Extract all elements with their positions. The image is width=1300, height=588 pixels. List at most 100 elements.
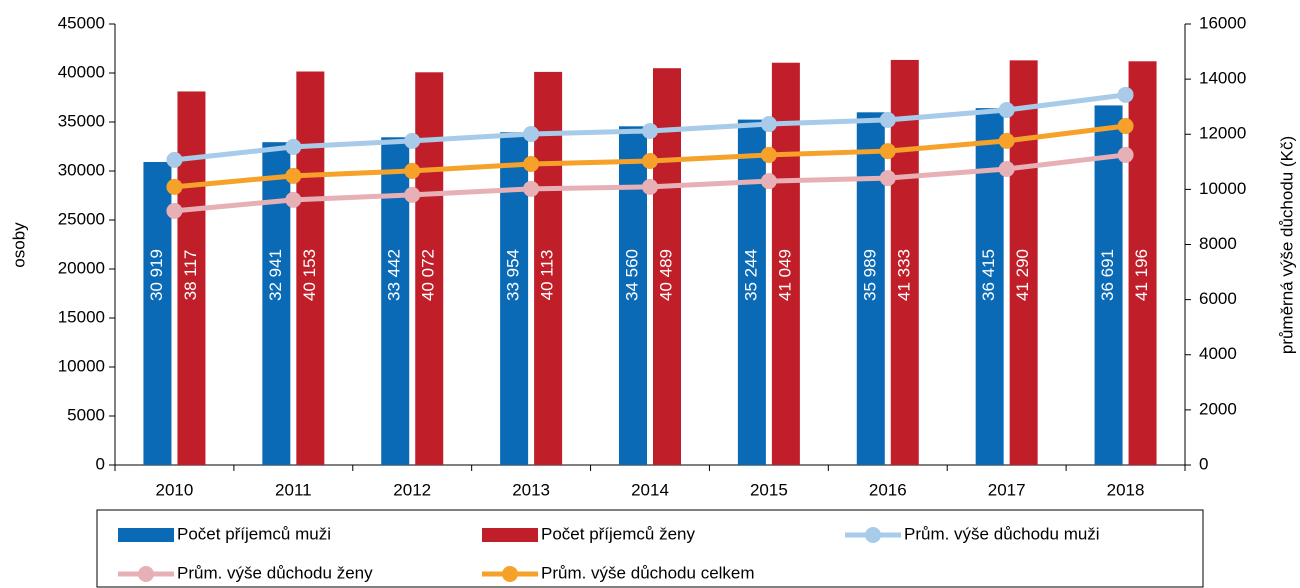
bar-value-label: 30 919 xyxy=(147,249,166,301)
y-tick-label: 45000 xyxy=(58,13,105,32)
bar xyxy=(381,137,410,465)
line-marker xyxy=(642,178,658,195)
y-tick-label: 30000 xyxy=(58,160,105,179)
y-axis-title: osoby xyxy=(9,222,28,268)
line-marker xyxy=(760,173,777,190)
line-marker xyxy=(523,180,540,197)
bar-value-label: 35 244 xyxy=(741,249,760,301)
bar-value-label: 40 153 xyxy=(300,249,319,301)
legend-label: Počet příjemců ženy xyxy=(541,524,696,543)
legend-label: Prům. výše důchodu muži xyxy=(904,524,1100,543)
line-marker xyxy=(642,122,658,139)
line-marker xyxy=(1117,86,1134,103)
x-tick-label: 2013 xyxy=(512,480,550,499)
y2-tick-label: 16000 xyxy=(1199,13,1246,32)
line-marker xyxy=(523,156,540,173)
x-tick-label: 2017 xyxy=(988,480,1026,499)
y-tick-label: 15000 xyxy=(58,307,105,326)
line-marker xyxy=(404,186,421,203)
line-marker xyxy=(166,202,183,219)
y-tick-label: 20000 xyxy=(58,258,105,277)
bar-value-label: 41 333 xyxy=(894,249,913,301)
y-tick-label: 10000 xyxy=(58,356,105,375)
y-tick-label: 5000 xyxy=(67,405,105,424)
bar xyxy=(262,142,291,465)
bar-value-label: 40 113 xyxy=(538,250,557,301)
bar-value-label: 40 489 xyxy=(656,249,675,301)
bar xyxy=(1128,61,1157,465)
bar-value-label: 35 989 xyxy=(860,249,879,301)
legend-swatch xyxy=(138,566,154,582)
bar xyxy=(856,112,885,465)
line-marker xyxy=(642,152,658,169)
x-tick-label: 2015 xyxy=(750,480,788,499)
y2-tick-label: 10000 xyxy=(1199,179,1246,198)
y2-tick-label: 14000 xyxy=(1199,69,1246,88)
line-marker xyxy=(998,160,1015,177)
line-marker xyxy=(404,162,421,179)
line-marker xyxy=(998,101,1015,118)
line-marker xyxy=(760,116,777,133)
line-marker xyxy=(166,151,183,168)
bar-value-label: 33 954 xyxy=(504,249,523,301)
legend-swatch xyxy=(502,566,518,582)
bar xyxy=(771,62,800,466)
legend-label: Prům. výše důchodu ženy xyxy=(177,563,373,582)
y-tick-label: 40000 xyxy=(58,62,105,81)
y-tick-label: 25000 xyxy=(58,209,105,228)
legend-swatch xyxy=(482,528,538,542)
bar-value-label: 36 415 xyxy=(979,249,998,301)
legend-swatch xyxy=(865,527,881,543)
y2-tick-label: 2000 xyxy=(1199,399,1237,418)
y2-tick-label: 0 xyxy=(1199,454,1208,473)
x-tick-label: 2016 xyxy=(869,480,907,499)
line-marker xyxy=(879,111,896,128)
line-marker xyxy=(523,125,540,142)
bar-value-label: 40 072 xyxy=(419,249,438,301)
legend-label: Prům. výše důchodu celkem xyxy=(541,563,755,582)
y2-tick-label: 12000 xyxy=(1199,124,1246,143)
bar-value-label: 41 196 xyxy=(1132,249,1151,301)
legend-box xyxy=(96,509,1204,588)
y-tick-label: 0 xyxy=(96,454,105,473)
line-marker xyxy=(285,138,302,155)
line-marker xyxy=(166,178,183,195)
bar-value-label: 33 442 xyxy=(385,249,404,301)
bar xyxy=(737,119,766,466)
bar-value-label: 34 560 xyxy=(622,249,641,301)
line-marker xyxy=(285,167,302,184)
line-marker xyxy=(760,146,777,163)
line-marker xyxy=(1117,146,1134,163)
x-tick-label: 2012 xyxy=(393,480,431,499)
legend-label: Počet příjemců muži xyxy=(177,524,331,543)
line-marker xyxy=(1117,117,1134,134)
bar xyxy=(619,126,647,465)
bar xyxy=(296,71,325,465)
x-tick-label: 2010 xyxy=(156,480,194,499)
bar xyxy=(534,71,563,465)
y2-axis-title: průměrná výše důchodu (Kč) xyxy=(1277,136,1296,354)
x-tick-label: 2011 xyxy=(275,480,312,499)
bar xyxy=(653,68,681,466)
bar xyxy=(890,59,919,466)
y-tick-label: 35000 xyxy=(58,111,105,130)
legend-swatch xyxy=(118,528,174,542)
x-tick-label: 2014 xyxy=(631,480,669,499)
y2-tick-label: 6000 xyxy=(1199,289,1237,308)
bar-value-label: 36 691 xyxy=(1098,249,1117,301)
x-tick-label: 2018 xyxy=(1107,480,1145,499)
line-marker xyxy=(285,191,302,208)
line-marker xyxy=(404,132,421,149)
bar-value-label: 41 290 xyxy=(1013,249,1032,301)
bar xyxy=(1009,60,1038,465)
bar-value-label: 32 941 xyxy=(266,249,285,301)
bar xyxy=(177,91,206,465)
line-marker xyxy=(879,143,896,160)
bar-value-label: 41 049 xyxy=(775,249,794,301)
bar-value-label: 38 117 xyxy=(181,250,200,301)
line-marker xyxy=(998,132,1015,149)
bar xyxy=(1094,105,1123,466)
line-marker xyxy=(879,170,896,187)
y2-tick-label: 8000 xyxy=(1199,234,1237,253)
